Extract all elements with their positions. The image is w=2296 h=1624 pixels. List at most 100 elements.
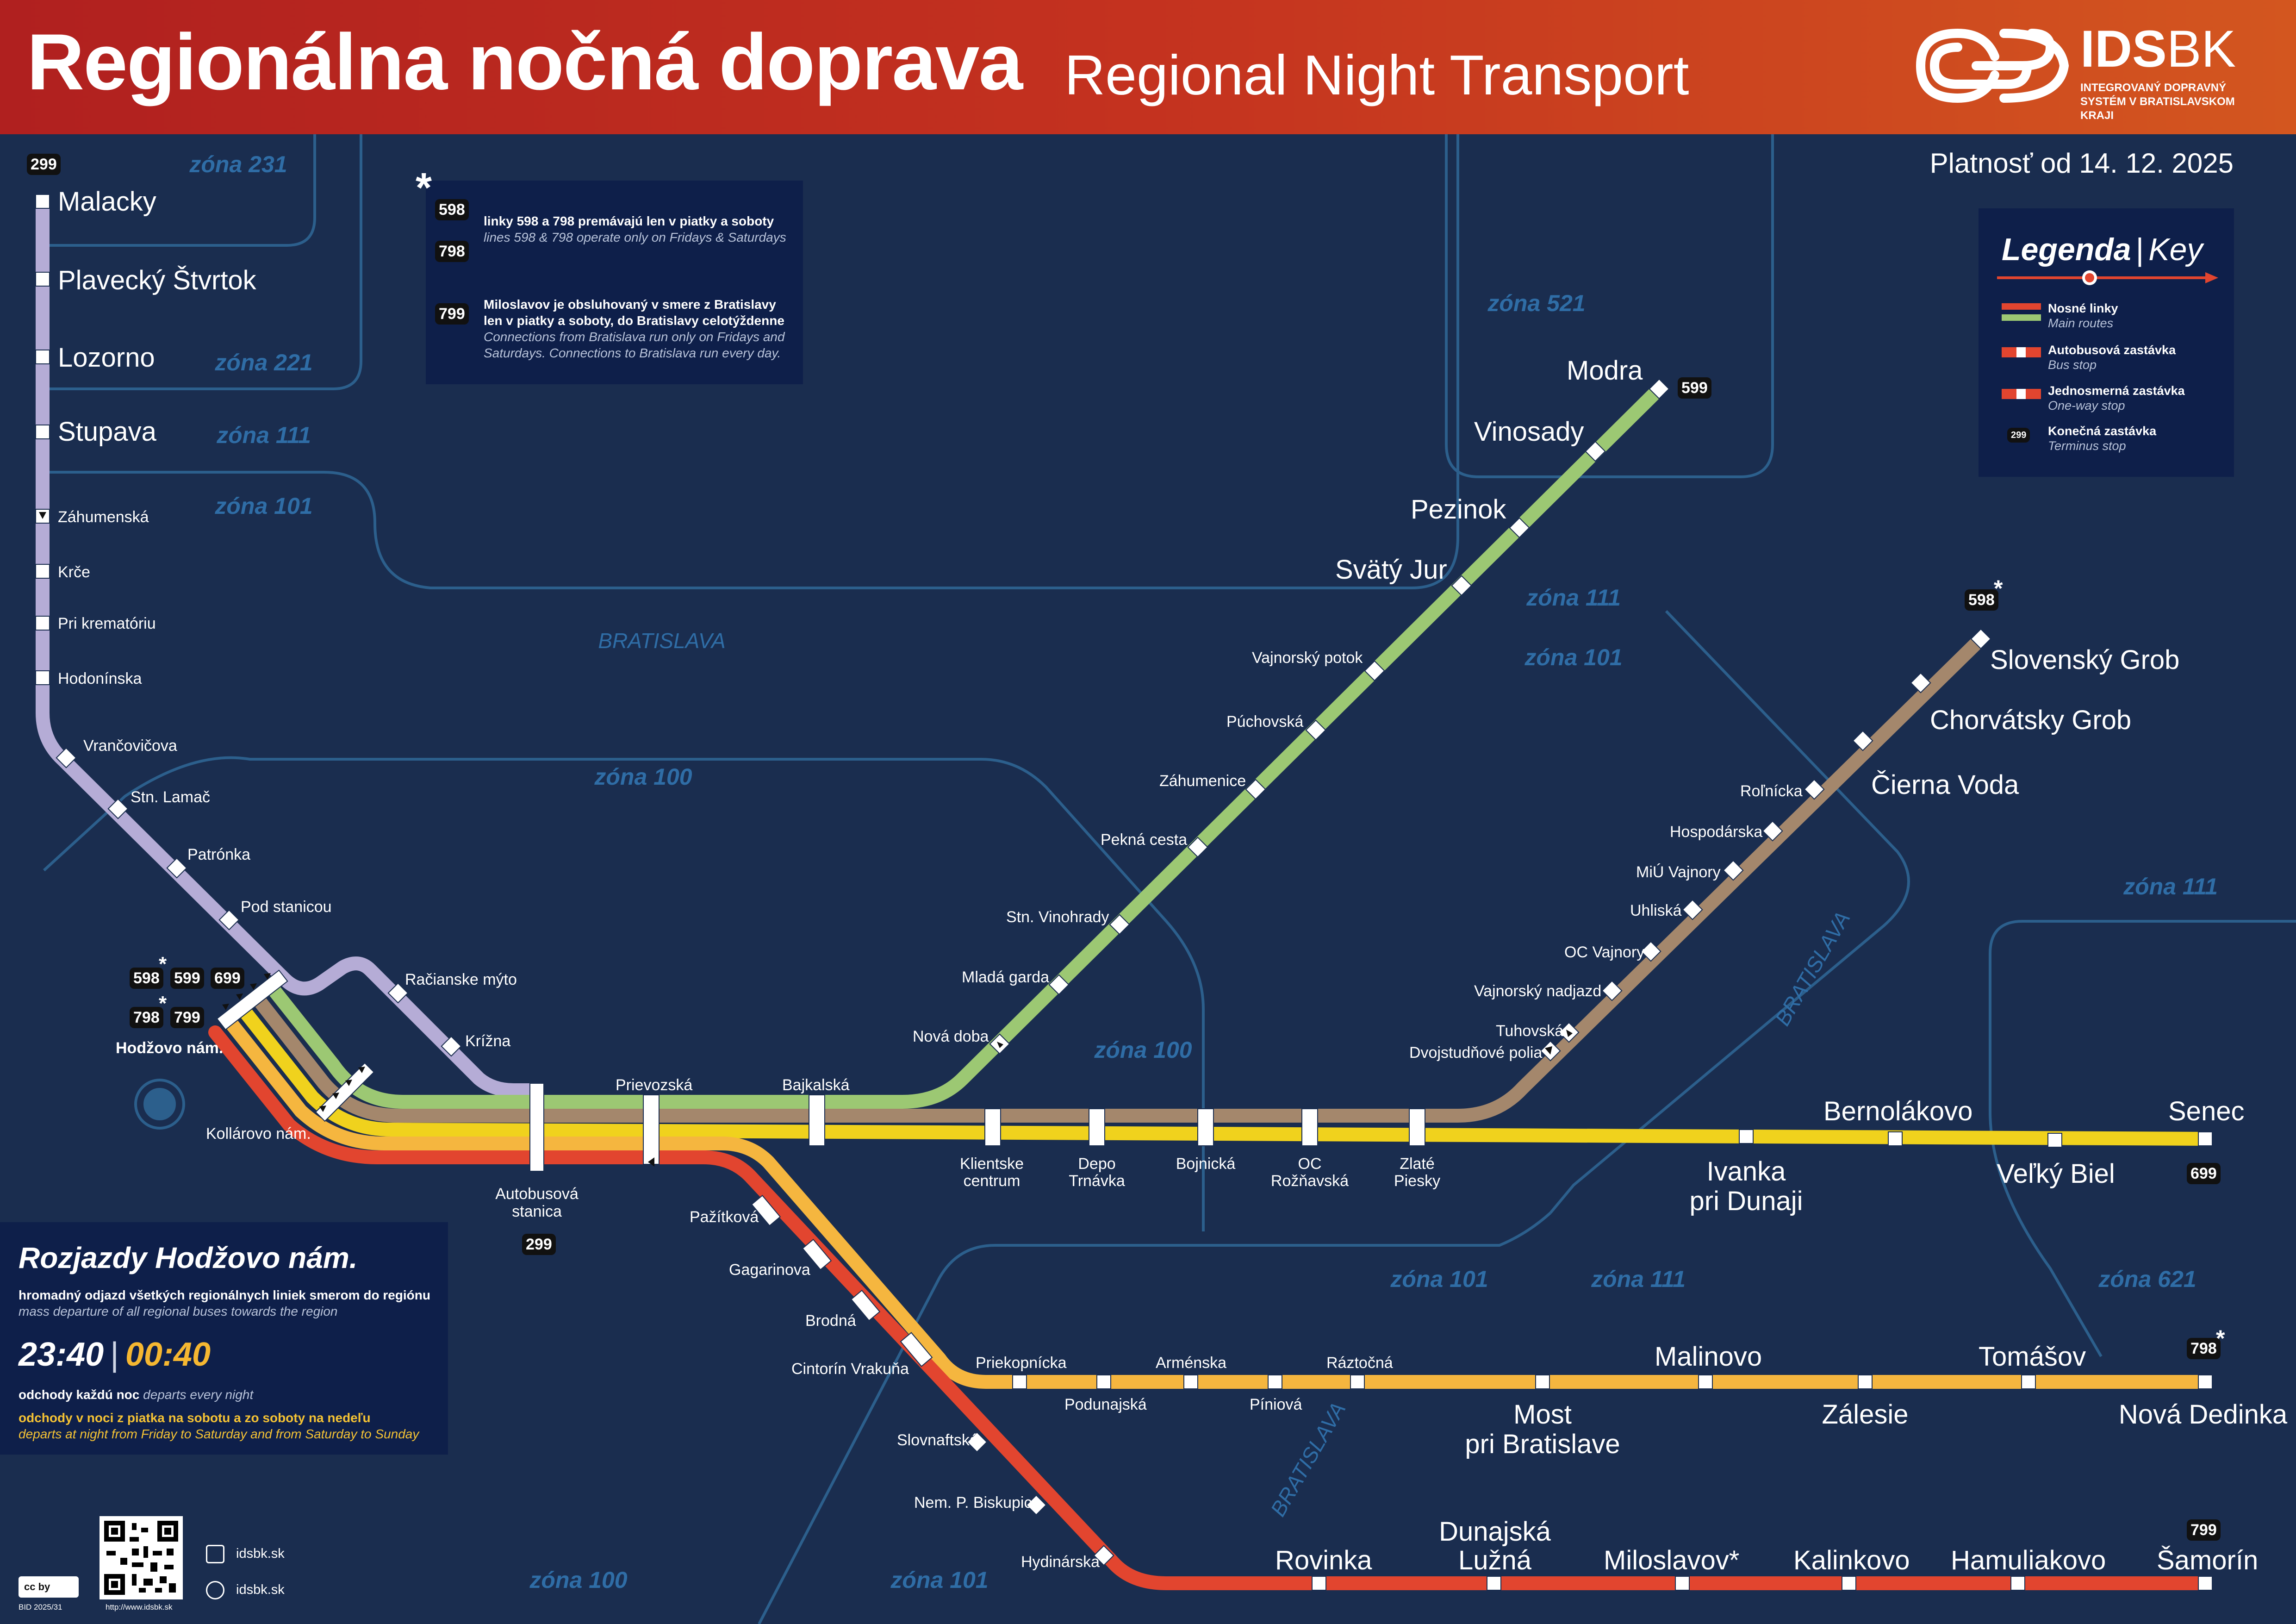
qr-pattern-icon [100, 1516, 183, 1599]
stop-marker [216, 969, 288, 1031]
footer-web-link[interactable]: idsbk.sk [236, 1546, 285, 1561]
departures-panel: Rozjazdy Hodžovo nám. hromadný odjazd vš… [0, 1222, 448, 1455]
stop-pazitkova: Pažítková [690, 1208, 759, 1226]
stop-raztocna: Ráztočná [1326, 1354, 1393, 1372]
stop-marker [1842, 1576, 1856, 1591]
legend-main-route-swatch [2002, 314, 2041, 321]
stop-brodna: Brodná [805, 1312, 856, 1330]
stop-hamuliakovo: Hamuliakovo [1951, 1545, 2106, 1575]
stop-miloslavov: Miloslavov* [1604, 1545, 1739, 1575]
stop-zlate2: Piesky [1394, 1172, 1440, 1190]
stop-oc1: OC [1298, 1155, 1322, 1173]
hodzovo-badge-699: 699 [211, 968, 244, 989]
stop-marker [984, 1108, 1001, 1146]
departures-title: Rozjazdy Hodžovo nám. [19, 1241, 358, 1274]
stop-marker [1601, 980, 1623, 1001]
zone-label: zóna 101 [890, 1567, 988, 1593]
stop-chorvatsky: Chorvátsky Grob [1930, 705, 2131, 735]
departure-time-nightly: 23:40 [19, 1336, 104, 1373]
stop-marker [966, 1431, 988, 1453]
terminus-badge-599: 599 [1678, 377, 1711, 399]
qr-code[interactable] [100, 1516, 183, 1599]
zone-label: zóna 111 [1526, 585, 1621, 611]
stop-marker [900, 1332, 933, 1367]
stop-marker [1804, 779, 1825, 800]
one-way-arrow [997, 1042, 1003, 1048]
stop-ivanka1: Ivanka [1707, 1156, 1786, 1187]
terminus-badge-799: 799 [2187, 1519, 2221, 1541]
departure-time-weekend: 00:40 [125, 1336, 211, 1373]
stop-malacky: Malacky [58, 187, 156, 217]
stop-podstanicou: Pod stanicou [241, 898, 332, 916]
terminus-badge-798: 798 [2187, 1338, 2221, 1359]
stop-priekopnicka: Priekopnícka [976, 1354, 1067, 1372]
stop-marker [1852, 730, 1873, 751]
stop-lozorno: Lozorno [58, 343, 155, 373]
stop-as1: Autobusová [495, 1185, 579, 1203]
stop-marker [1301, 1108, 1318, 1146]
stop-marker [1640, 941, 1661, 962]
stop-marker [35, 272, 50, 287]
stop-marker [35, 616, 50, 631]
note-line2: Miloslavov je obsluhovaný v smere z Brat… [484, 297, 785, 360]
stop-vinosady: Vinosady [1474, 417, 1584, 447]
note-badge-798: 798 [435, 241, 469, 262]
ids-bk-logo-icon [1916, 28, 2069, 103]
facebook-icon[interactable] [206, 1545, 224, 1563]
stop-marker [35, 564, 50, 579]
stop-zahumenice: Záhumenice [1159, 772, 1246, 790]
zone-label: zóna 111 [216, 422, 311, 448]
stop-modra: Modra [1567, 356, 1643, 386]
terminus-badge-699: 699 [2187, 1163, 2221, 1184]
stop-depo2: Trnávka [1069, 1172, 1125, 1190]
stop-vinohrady: Stn. Vinohrady [1006, 908, 1109, 926]
stop-marker [1096, 1374, 1111, 1389]
zone-label: zóna 101 [1390, 1266, 1488, 1292]
legend-item-terminus: Konečná zastávka Terminus stop [2048, 424, 2157, 453]
stop-depo1: Depo [1078, 1155, 1115, 1173]
header-bar [0, 0, 2296, 134]
one-way-arrow [236, 993, 243, 1000]
stop-gagarinova: Gagarinova [729, 1261, 810, 1279]
one-way-arrow [264, 973, 271, 980]
stop-as2: stanica [512, 1203, 562, 1220]
stop-marker [1970, 628, 1991, 650]
stop-rolnicka: Roľnícka [1740, 782, 1803, 800]
stop-malinovo: Malinovo [1655, 1342, 1762, 1372]
one-way-arrow [1566, 1030, 1573, 1037]
stop-marker [1535, 1374, 1550, 1389]
city-label: BRATISLAVA [1770, 907, 1855, 1030]
hodzovo-badge-598: 598 [130, 968, 163, 989]
note-line1: linky 598 a 798 premávajú len v piatky a… [484, 214, 786, 244]
hodzovo-star: * [159, 992, 167, 1015]
zone-label: zóna 521 [1487, 290, 1585, 316]
footer-web-link[interactable]: idsbk.sk [236, 1582, 285, 1597]
zone-label: zóna 231 [189, 151, 287, 177]
terminus-star: * [2216, 1325, 2225, 1351]
zone-label: zóna 100 [594, 764, 692, 790]
stop-marker [850, 1289, 881, 1322]
stop-biskupice: Nem. P. Biskupice [914, 1494, 1040, 1512]
stop-marker [2010, 1576, 2025, 1591]
departure-times: 23:40 | 00:40 [19, 1336, 211, 1373]
city-label: BRATISLAVA [598, 629, 725, 653]
stop-vrancovicova: Vrančovičova [83, 737, 177, 755]
stop-zalesie: Zálesie [1822, 1399, 1909, 1430]
stop-marker [1089, 1108, 1105, 1146]
one-way-arrow [1545, 1046, 1552, 1055]
stop-podunajska: Podunajská [1064, 1396, 1147, 1413]
hodzovo-platforms [216, 969, 375, 1122]
logo-text: IDSBK [2080, 23, 2236, 75]
stop-zlate1: Zlaté [1400, 1155, 1435, 1173]
route-799-line [208, 1025, 2212, 1590]
legend-one-way-swatch [2002, 389, 2041, 399]
stop-prievozska: Prievozská [616, 1076, 692, 1094]
globe-icon[interactable] [206, 1581, 224, 1599]
stop-svatyjur: Svätý Jur [1335, 555, 1447, 585]
stop-marker [56, 747, 77, 768]
stop-marker [529, 1083, 544, 1172]
stop-marker [2198, 1576, 2213, 1591]
stop-novadoba: Nová doba [913, 1028, 989, 1045]
one-way-arrow [250, 983, 257, 990]
stop-marker [802, 1238, 832, 1271]
